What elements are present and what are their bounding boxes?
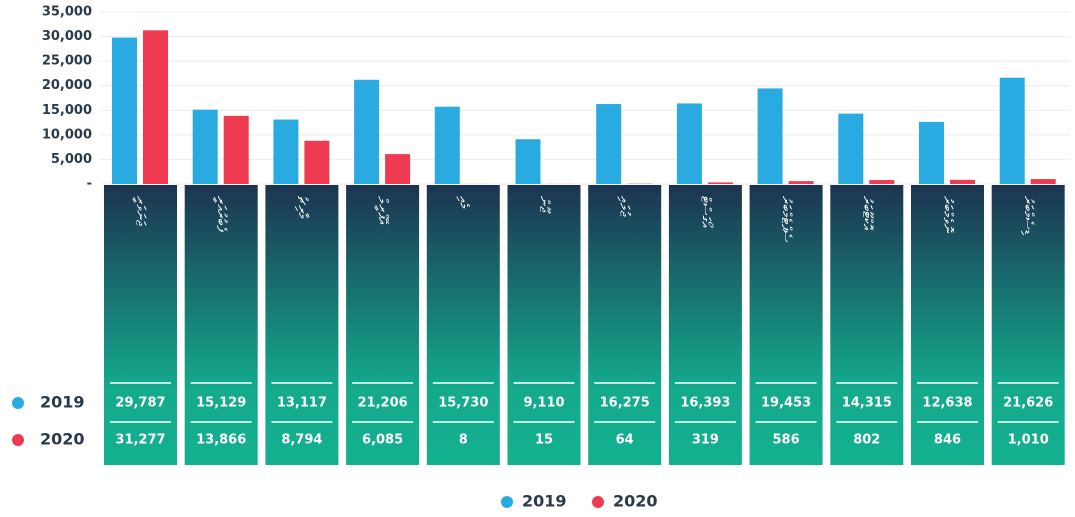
x-tick-label: އޮކްޓޫބަރު: [859, 196, 875, 232]
bar: [1030, 179, 1056, 184]
x-tick-label: ޖުލައި: [617, 196, 633, 217]
value-label: 14,315: [842, 396, 892, 411]
bar: [999, 77, 1025, 184]
column-box: [346, 185, 420, 465]
x-tick-label: ނޮވެމްބަރު: [940, 196, 956, 234]
x-tick-label: ޖަނަވަރީ: [133, 196, 149, 226]
bar: [707, 182, 733, 184]
value-label: 16,275: [600, 396, 650, 411]
column-box: [184, 185, 258, 465]
value-label: 586: [773, 433, 800, 448]
bar: [273, 119, 299, 184]
x-tick-label: މާރިޗު: [294, 196, 310, 219]
value-label: 319: [692, 433, 719, 448]
bar: [788, 181, 814, 184]
value-label: 21,206: [358, 396, 408, 411]
bar: [143, 30, 168, 185]
x-tick-label: ފެބުރުއަރީ: [213, 196, 229, 232]
value-label: 846: [934, 433, 961, 448]
column-box: [588, 185, 662, 465]
y-tick-label: 25,000: [42, 54, 92, 69]
y-tick-label: 10,000: [42, 127, 92, 142]
bar: [919, 121, 944, 184]
value-label: 16,393: [680, 396, 730, 411]
bar: [838, 113, 864, 184]
value-label: 19,453: [761, 396, 811, 411]
bar: [869, 180, 895, 184]
value-label: 802: [853, 433, 880, 448]
bar: [434, 106, 460, 184]
bar: [596, 104, 622, 184]
x-tick-label: އޯގަސްޓް: [697, 196, 714, 228]
y-tick-label: 5,000: [51, 152, 92, 167]
row-legend-dot: [12, 434, 24, 446]
bar: [950, 179, 975, 184]
value-label: 8: [459, 433, 468, 448]
value-label: 29,787: [115, 396, 165, 411]
value-label: 6,085: [362, 433, 403, 448]
value-label: 15: [535, 433, 553, 448]
value-label: 12,638: [922, 396, 972, 411]
value-label: 1,010: [1008, 433, 1049, 448]
value-label: 64: [616, 433, 634, 448]
value-label: 13,117: [277, 396, 327, 411]
x-tick-label: މެއި: [455, 196, 471, 209]
y-tick-label: -: [87, 177, 92, 192]
legend-dot: [501, 496, 513, 508]
bar: [515, 139, 541, 184]
bar: [192, 109, 218, 184]
value-label: 15,129: [196, 396, 246, 411]
column-box: [426, 185, 500, 465]
bar: [354, 79, 380, 184]
bar: [112, 37, 137, 185]
column-box: [749, 185, 823, 465]
bar: [385, 154, 411, 184]
bar: [304, 140, 330, 184]
column-box: [991, 185, 1065, 465]
row-legend-label: 2019: [40, 393, 85, 412]
value-label: 15,730: [438, 396, 488, 411]
column-box: [507, 185, 581, 465]
value-label: 13,866: [196, 433, 246, 448]
legend-label: 2019: [522, 492, 567, 511]
legend-dot: [592, 496, 604, 508]
x-tick-label: ސެޕްޓެމްބަރު: [778, 196, 794, 243]
column-box: [911, 185, 984, 465]
x-tick-label: ޖޫން: [536, 196, 552, 214]
value-label: 21,626: [1003, 396, 1053, 411]
y-tick-label: 30,000: [42, 29, 92, 44]
row-legend-dot: [12, 397, 24, 409]
column-box: [104, 185, 177, 465]
x-tick-label: އޭޕްރީލް: [375, 196, 391, 225]
y-tick-label: 15,000: [42, 103, 92, 118]
value-label: 8,794: [281, 433, 322, 448]
value-label: 31,277: [115, 433, 165, 448]
x-tick-label: ޑިސެމްބަރު: [1020, 196, 1036, 236]
bar: [757, 88, 783, 184]
bar: [223, 115, 249, 184]
column-box: [265, 185, 339, 465]
y-tick-label: 35,000: [42, 5, 92, 20]
column-box: [830, 185, 904, 465]
bar: [676, 103, 702, 184]
column-box: [668, 185, 742, 465]
row-legend-label: 2020: [40, 430, 85, 449]
value-label: 9,110: [523, 396, 564, 411]
y-tick-label: 20,000: [42, 78, 92, 93]
legend-label: 2020: [613, 492, 658, 511]
